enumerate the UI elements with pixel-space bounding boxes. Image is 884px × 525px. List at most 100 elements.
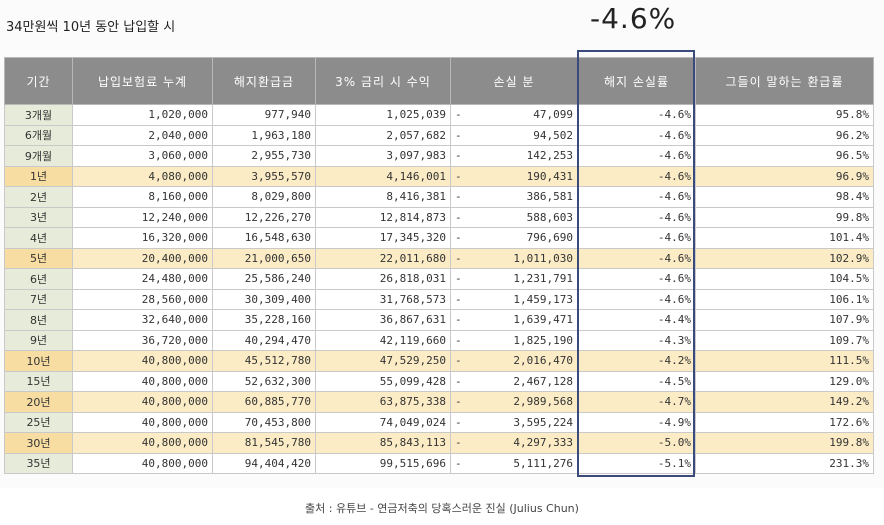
cell-paid: 12,240,000 bbox=[72, 206, 213, 228]
loss-sign: - bbox=[455, 395, 462, 409]
cell-loss: - 94,502 bbox=[450, 124, 578, 146]
cell-loss: - 1,639,471 bbox=[450, 309, 578, 331]
table-row: 1년 4,080,000 3,955,570 4,146,001- 190,431 -4.… bbox=[4, 165, 874, 187]
table-row: 35년 40,800,000 94,404,420 99,515,696- 5,111,… bbox=[4, 452, 874, 474]
column-header: 해지 손실률 bbox=[577, 57, 696, 105]
cell-period: 7년 bbox=[4, 288, 73, 310]
cell-interest: 31,768,573 bbox=[315, 288, 451, 310]
cell-interest: 36,867,631 bbox=[315, 309, 451, 331]
loss-value: 3,595,224 bbox=[513, 415, 573, 429]
footer bbox=[0, 488, 884, 525]
cell-claimed: 102.9% bbox=[695, 247, 874, 269]
loss-sign: - bbox=[455, 272, 462, 286]
cell-claimed: 107.9% bbox=[695, 309, 874, 331]
loss-sign: - bbox=[455, 456, 462, 470]
loss-value: 588,603 bbox=[526, 210, 573, 224]
cell-loss-rate: -4.2% bbox=[577, 350, 696, 372]
cell-paid: 40,800,000 bbox=[72, 411, 213, 433]
cell-period: 15년 bbox=[4, 370, 73, 392]
cell-loss: - 4,297,333 bbox=[450, 432, 578, 454]
cell-period: 4년 bbox=[4, 227, 73, 249]
cell-refund: 25,586,240 bbox=[212, 268, 316, 290]
loss-sign: - bbox=[455, 374, 462, 388]
cell-interest: 26,818,031 bbox=[315, 268, 451, 290]
loss-sign: - bbox=[455, 354, 462, 368]
cell-loss: - 1,459,173 bbox=[450, 288, 578, 310]
cell-interest: 22,011,680 bbox=[315, 247, 451, 269]
cell-loss: - 1,231,791 bbox=[450, 268, 578, 290]
cell-period: 20년 bbox=[4, 391, 73, 413]
loss-value: 190,431 bbox=[526, 169, 573, 183]
cell-period: 3개월 bbox=[4, 104, 73, 126]
cell-interest: 42,119,660 bbox=[315, 329, 451, 351]
cell-claimed: 101.4% bbox=[695, 227, 874, 249]
cell-loss-rate: -4.6% bbox=[577, 268, 696, 290]
table-row: 6년 24,480,000 25,586,240 26,818,031- 1,231,7… bbox=[4, 268, 874, 290]
cell-loss-rate: -4.6% bbox=[577, 227, 696, 249]
cell-paid: 32,640,000 bbox=[72, 309, 213, 331]
cell-loss-rate: -4.5% bbox=[577, 370, 696, 392]
cell-paid: 20,400,000 bbox=[72, 247, 213, 269]
cell-period: 10년 bbox=[4, 350, 73, 372]
cell-claimed: 98.4% bbox=[695, 186, 874, 208]
cell-period: 1년 bbox=[4, 165, 73, 187]
loss-sign: - bbox=[455, 415, 462, 429]
loss-value: 47,099 bbox=[533, 108, 573, 122]
cell-interest: 1,025,039 bbox=[315, 104, 451, 126]
cell-loss-rate: -4.6% bbox=[577, 145, 696, 167]
loss-value: 4,297,333 bbox=[513, 436, 573, 450]
cell-refund: 16,548,630 bbox=[212, 227, 316, 249]
loss-value: 1,825,190 bbox=[513, 333, 573, 347]
cell-claimed: 199.8% bbox=[695, 432, 874, 454]
loss-sign: - bbox=[455, 108, 462, 122]
table-row: 10년 40,800,000 45,512,780 47,529,250- 2,016,… bbox=[4, 350, 874, 372]
cell-paid: 8,160,000 bbox=[72, 186, 213, 208]
column-header: 그들이 말하는 환급률 bbox=[695, 57, 874, 105]
cell-refund: 94,404,420 bbox=[212, 452, 316, 474]
cell-loss-rate: -5.0% bbox=[577, 432, 696, 454]
cell-refund: 21,000,650 bbox=[212, 247, 316, 269]
loss-sign: - bbox=[455, 292, 462, 306]
cell-paid: 40,800,000 bbox=[72, 452, 213, 474]
cell-claimed: 99.8% bbox=[695, 206, 874, 228]
loss-value: 1,639,471 bbox=[513, 313, 573, 327]
column-header: 기간 bbox=[4, 57, 73, 105]
table-row: 2년 8,160,000 8,029,800 8,416,381- 386,581 -4.… bbox=[4, 186, 874, 208]
cell-loss-rate: -4.6% bbox=[577, 247, 696, 269]
cell-loss-rate: -4.6% bbox=[577, 288, 696, 310]
highlight-value: -4.6% bbox=[590, 2, 677, 35]
source-caption: 출처 : 유튜브 - 연금저축의 당혹스러운 진실 (Julius Chun) bbox=[305, 502, 579, 515]
cell-interest: 47,529,250 bbox=[315, 350, 451, 372]
table-row: 5년 20,400,000 21,000,650 22,011,680- 1,011,0… bbox=[4, 247, 874, 269]
cell-refund: 60,885,770 bbox=[212, 391, 316, 413]
cell-loss: - 2,467,128 bbox=[450, 370, 578, 392]
cell-period: 6년 bbox=[4, 268, 73, 290]
cell-interest: 8,416,381 bbox=[315, 186, 451, 208]
loss-value: 2,016,470 bbox=[513, 354, 573, 368]
cell-refund: 35,228,160 bbox=[212, 309, 316, 331]
cell-period: 30년 bbox=[4, 432, 73, 454]
table-body: 3개월 1,020,000 977,940 1,025,039-47,099 -4.6%… bbox=[4, 104, 874, 474]
cell-loss: - 2,016,470 bbox=[450, 350, 578, 372]
page-title: 34만원씩 10년 동안 납입할 시 bbox=[6, 20, 176, 35]
cell-paid: 36,720,000 bbox=[72, 329, 213, 351]
cell-loss-rate: -5.1% bbox=[577, 452, 696, 474]
cell-period: 25년 bbox=[4, 411, 73, 433]
cell-refund: 81,545,780 bbox=[212, 432, 316, 454]
loss-sign: - bbox=[455, 169, 462, 183]
cell-claimed: 95.8% bbox=[695, 104, 874, 126]
cell-interest: 55,099,428 bbox=[315, 370, 451, 392]
cell-paid: 2,040,000 bbox=[72, 124, 213, 146]
cell-refund: 8,029,800 bbox=[212, 186, 316, 208]
cell-claimed: 96.2% bbox=[695, 124, 874, 146]
cell-refund: 70,453,800 bbox=[212, 411, 316, 433]
cell-loss: - 142,253 bbox=[450, 145, 578, 167]
cell-refund: 977,940 bbox=[212, 104, 316, 126]
cell-claimed: 104.5% bbox=[695, 268, 874, 290]
table-row: 20년 40,800,000 60,885,770 63,875,338- 2,989,… bbox=[4, 391, 874, 413]
loss-value: 2,467,128 bbox=[513, 374, 573, 388]
column-header: 해지환급금 bbox=[212, 57, 316, 105]
cell-interest: 3,097,983 bbox=[315, 145, 451, 167]
cell-paid: 4,080,000 bbox=[72, 165, 213, 187]
table-header-row: 기간 납입보험료 누계 해지환급금 3% 금리 시 수익 손실 분 해지 손실률 그들이 말… bbox=[4, 57, 874, 105]
